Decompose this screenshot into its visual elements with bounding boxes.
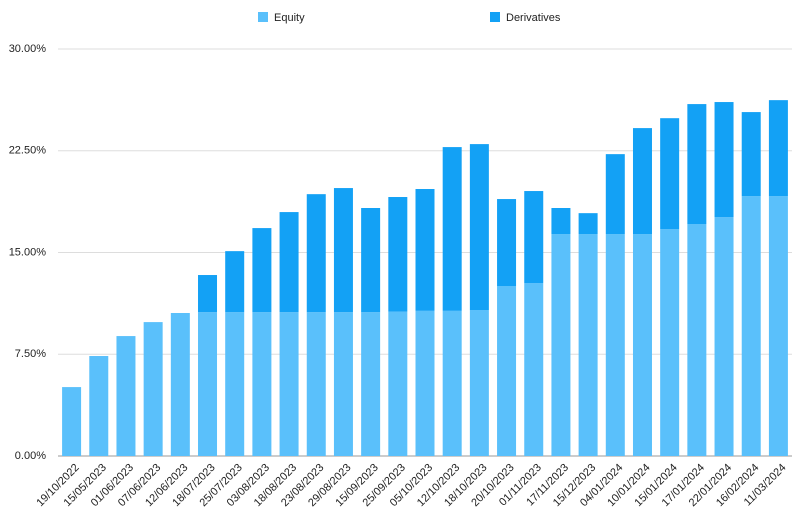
bar-segment xyxy=(116,336,136,456)
bar-segment xyxy=(225,312,245,456)
bar-segment xyxy=(252,228,272,313)
bar-segment xyxy=(714,102,734,218)
bar-segment xyxy=(415,189,435,311)
bar-segment xyxy=(714,217,734,456)
bar-segment xyxy=(89,356,109,456)
bar-segment xyxy=(361,208,381,313)
bar-segment xyxy=(306,194,326,313)
legend-swatch xyxy=(490,12,500,22)
bar-segment xyxy=(687,104,707,225)
bar-segment xyxy=(497,286,517,456)
bar-segment xyxy=(741,196,761,456)
bar-segment xyxy=(632,234,652,456)
y-tick-label: 30.00% xyxy=(9,43,47,55)
bar-segment xyxy=(469,310,489,456)
bar-segment xyxy=(198,275,218,313)
bar-segment xyxy=(551,234,571,456)
bar-segment xyxy=(279,312,299,456)
y-tick-label: 0.00% xyxy=(15,450,46,462)
bar-segment xyxy=(225,251,245,313)
bar-segment xyxy=(361,312,381,456)
bar-segment xyxy=(660,118,680,230)
bar-segment xyxy=(143,322,163,456)
bar-segment xyxy=(62,387,82,456)
bar-segment xyxy=(632,128,652,235)
bar-segment xyxy=(551,208,571,235)
y-tick-label: 7.50% xyxy=(15,348,46,360)
bar-segment xyxy=(687,224,707,456)
bar-segment xyxy=(469,144,489,311)
bar-segment xyxy=(333,312,353,456)
bar-segment xyxy=(442,310,462,456)
bar-segment xyxy=(768,100,788,197)
bar-segment xyxy=(660,229,680,456)
bar-segment xyxy=(741,112,761,197)
bar-segment xyxy=(198,312,218,456)
legend-swatch xyxy=(258,12,268,22)
bar-segment xyxy=(442,147,462,311)
bar-segment xyxy=(578,234,598,456)
bar-segment xyxy=(279,212,299,313)
bar-segment xyxy=(252,312,272,456)
bar-segment xyxy=(388,311,408,456)
legend-label: Derivatives xyxy=(506,12,561,24)
bar-segment xyxy=(524,191,544,284)
bar-segment xyxy=(415,310,435,456)
bar-segment xyxy=(605,234,625,456)
bar-segment xyxy=(578,213,598,235)
bar-segment xyxy=(170,313,190,456)
legend-label: Equity xyxy=(274,12,305,24)
y-tick-label: 15.00% xyxy=(9,246,47,258)
bar-segment xyxy=(524,283,544,456)
bar-segment xyxy=(768,196,788,456)
bar-segment xyxy=(497,199,517,287)
bar-segment xyxy=(605,154,625,235)
bar-segment xyxy=(388,197,408,312)
bar-segment xyxy=(333,188,353,313)
y-tick-label: 22.50% xyxy=(9,145,47,157)
bar-segment xyxy=(306,312,326,456)
